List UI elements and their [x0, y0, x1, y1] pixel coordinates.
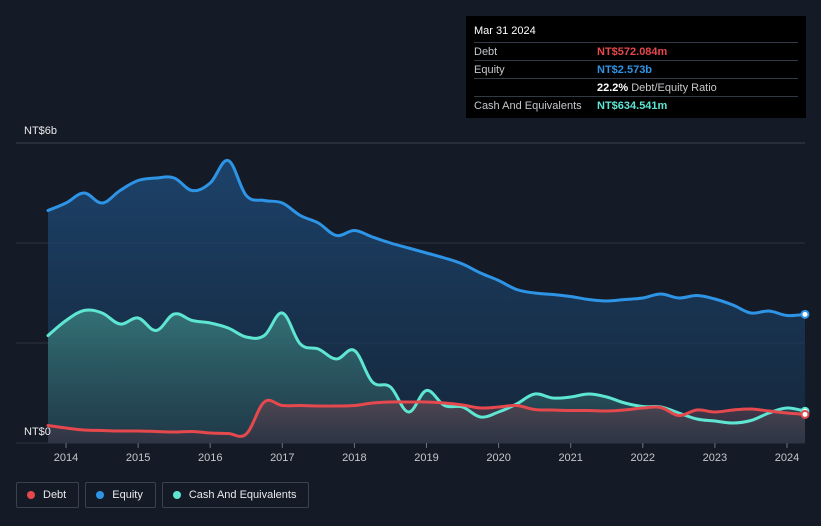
line-cash	[46, 308, 807, 425]
x-tick-label-4: 2018	[342, 452, 366, 464]
legend-label-equity: Equity	[112, 489, 143, 501]
y-tick-label-0: NT$6b	[24, 125, 57, 137]
legend-item-debt[interactable]: Debt	[16, 482, 80, 508]
tooltip-equity-value: NT$2.573b	[597, 63, 653, 76]
marker-debt	[800, 409, 810, 419]
line-equity	[46, 158, 807, 318]
tooltip-row-cash: Cash And Equivalents NT$634.541m	[474, 96, 798, 114]
legend-label-debt: Debt	[43, 489, 67, 501]
tooltip-panel: Mar 31 2024 Debt NT$572.084m Equity NT$2…	[466, 16, 806, 118]
tooltip-debt-value: NT$572.084m	[597, 45, 668, 58]
legend-dot-equity	[96, 491, 105, 499]
x-tick-label-3: 2017	[270, 452, 294, 464]
tooltip-equity-label: Equity	[474, 63, 505, 76]
tooltip-ratio-suffix: Debt/Equity Ratio	[631, 81, 717, 94]
legend-item-cash[interactable]: Cash And Equivalents	[161, 482, 310, 508]
tooltip-row-debt: Debt NT$572.084m	[474, 42, 798, 60]
y-tick-label-1: NT$0	[24, 426, 51, 438]
line-debt	[46, 398, 807, 438]
legend-dot-cash	[172, 491, 181, 499]
tooltip-cash-label: Cash And Equivalents	[474, 99, 582, 112]
x-tick-label-0: 2014	[54, 452, 78, 464]
tooltip-row-equity: Equity NT$2.573b	[474, 60, 798, 78]
x-tick-label-2: 2016	[198, 452, 222, 464]
legend-dot-debt	[27, 491, 35, 499]
chart-legend: Debt Equity Cash And Equivalents	[16, 482, 310, 508]
tooltip-debt-label: Debt	[474, 45, 498, 58]
x-tick-label-7: 2021	[558, 452, 582, 464]
x-tick-label-6: 2020	[486, 452, 510, 464]
x-tick-label-10: 2024	[775, 452, 799, 464]
marker-equity	[800, 309, 810, 319]
x-tick-label-9: 2023	[703, 452, 727, 464]
x-tick-label-8: 2022	[631, 452, 655, 464]
x-tick-label-5: 2019	[414, 452, 438, 464]
tooltip-row-ratio: 22.2% Debt/Equity Ratio	[474, 78, 798, 96]
legend-item-equity[interactable]: Equity	[85, 482, 156, 508]
tooltip-ratio-value: 22.2%	[597, 81, 629, 94]
x-tick-label-1: 2015	[126, 452, 150, 464]
tooltip-cash-value: NT$634.541m	[597, 99, 668, 112]
legend-label-cash: Cash And Equivalents	[188, 489, 297, 501]
tooltip-date: Mar 31 2024	[474, 25, 536, 37]
